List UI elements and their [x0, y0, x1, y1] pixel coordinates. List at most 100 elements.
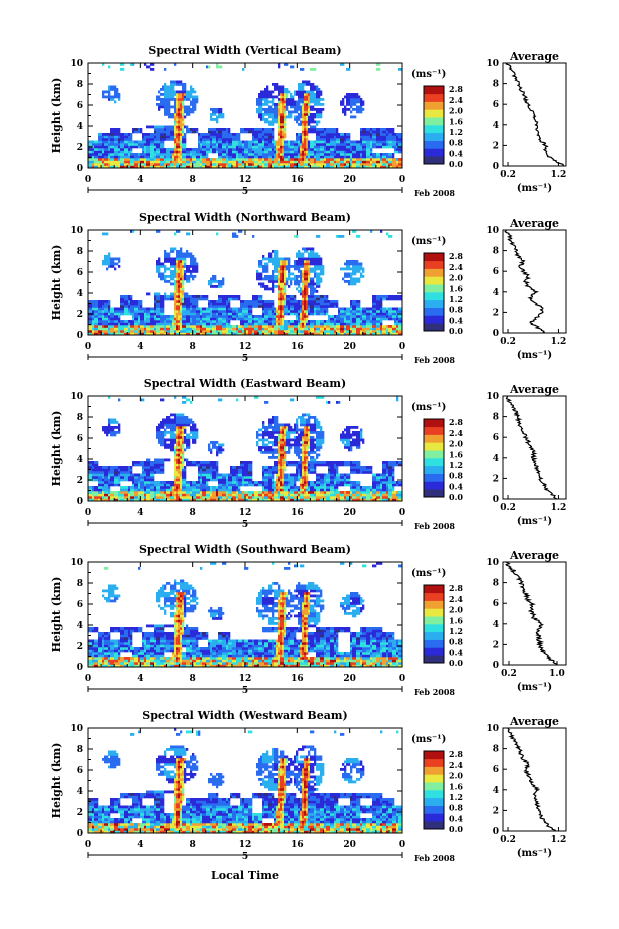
heatmap-cell [188, 158, 191, 161]
heatmap-cell [210, 115, 213, 119]
heatmap-cell [296, 115, 299, 119]
y-tick-label: 2 [77, 143, 83, 153]
heatmap-cell [178, 260, 181, 263]
heatmap-cell [282, 113, 285, 116]
heatmap-cell [280, 123, 283, 126]
heatmap-cell [88, 158, 91, 161]
heatmap-cell [242, 325, 245, 328]
heatmap-cell [100, 133, 103, 136]
heatmap-cell [104, 327, 107, 331]
heatmap-cell [184, 110, 187, 114]
heatmap-cell [98, 133, 101, 136]
heatmap-cell [276, 277, 279, 281]
heatmap-cell [176, 295, 179, 298]
heatmap-cell [180, 148, 183, 151]
heatmap-cell [104, 305, 107, 308]
heatmap-cell [178, 285, 181, 288]
heatmap-cell [260, 113, 263, 116]
heatmap-cell [156, 145, 159, 149]
heatmap-cell [148, 158, 151, 161]
heatmap-cell [364, 150, 367, 154]
heatmap-cell [96, 310, 99, 313]
heatmap-cell [272, 312, 275, 316]
heatmap-cell [308, 90, 311, 94]
heatmap-cell [182, 108, 185, 111]
heatmap-cell [206, 325, 209, 328]
heatmap-cell [138, 145, 141, 149]
heatmap-cell [284, 63, 287, 66]
heatmap-cell [230, 155, 233, 159]
heatmap-cell [158, 297, 161, 301]
heatmap-cell [96, 155, 99, 159]
heatmap-cell [218, 148, 221, 151]
heatmap-cell [298, 113, 301, 116]
heatmap-cell [202, 320, 205, 323]
heatmap-cell [186, 325, 189, 328]
heatmap-cell [152, 68, 155, 71]
heatmap-cell [346, 140, 349, 144]
heatmap-cell [274, 145, 277, 149]
heatmap-cell [272, 148, 275, 151]
heatmap-cell [158, 322, 161, 326]
heatmap-cell [364, 143, 367, 146]
heatmap-cell [234, 235, 237, 238]
heatmap-cell [390, 130, 393, 134]
heatmap-cell [158, 125, 161, 129]
heatmap-cell [148, 140, 151, 144]
heatmap-cell [274, 163, 277, 166]
heatmap-cell [182, 118, 185, 121]
heatmap-cell [180, 300, 183, 303]
heatmap-cell [122, 150, 125, 154]
heatmap-cell [220, 282, 223, 286]
heatmap-cell [182, 257, 185, 261]
heatmap-cell [170, 275, 173, 278]
heatmap-cell [290, 140, 293, 144]
heatmap-cell [186, 297, 189, 301]
heatmap-cell [276, 265, 279, 268]
heatmap-cell [218, 307, 221, 311]
heatmap-cell [248, 327, 251, 331]
heatmap-cell [254, 297, 257, 301]
heatmap-cell [332, 163, 335, 166]
heatmap-cell [374, 138, 377, 141]
heatmap-cell [172, 322, 175, 326]
heatmap-cell [322, 138, 325, 141]
heatmap-cell [272, 305, 275, 308]
heatmap-cell [216, 302, 219, 306]
heatmap-cell [252, 332, 255, 336]
heatmap-cell [204, 153, 207, 156]
heatmap-cell [150, 310, 153, 313]
heatmap-cell [124, 163, 127, 166]
heatmap-cell [156, 230, 159, 233]
heatmap-cell [228, 332, 231, 336]
heatmap-cell [184, 317, 187, 321]
heatmap-cell [226, 305, 229, 308]
heatmap-cell [270, 105, 273, 109]
heatmap-cell [96, 153, 99, 156]
heatmap-cell [264, 88, 267, 91]
heatmap-cell [132, 160, 135, 164]
heatmap-cell [210, 135, 213, 139]
heatmap-cell [280, 103, 283, 106]
heatmap-cell [174, 332, 177, 336]
heatmap-cell [108, 143, 111, 146]
heatmap-cell [336, 143, 339, 146]
heatmap-cell [194, 300, 197, 303]
heatmap-cell [254, 332, 257, 336]
heatmap-cell [210, 163, 213, 166]
heatmap-cell [366, 138, 369, 141]
heatmap-cell [164, 297, 167, 301]
heatmap-cell [184, 98, 187, 101]
heatmap-cell [154, 330, 157, 333]
heatmap-cell [252, 140, 255, 144]
heatmap-cell [98, 158, 101, 161]
heatmap-cell [332, 143, 335, 146]
heatmap-cell [190, 297, 193, 301]
heatmap-cell [142, 322, 145, 326]
heatmap-cell [314, 140, 317, 144]
heatmap-cell [308, 98, 311, 101]
heatmap-cell [256, 100, 259, 104]
heatmap-cell [302, 150, 305, 154]
heatmap-cell [314, 98, 317, 101]
heatmap-cell [250, 145, 253, 149]
